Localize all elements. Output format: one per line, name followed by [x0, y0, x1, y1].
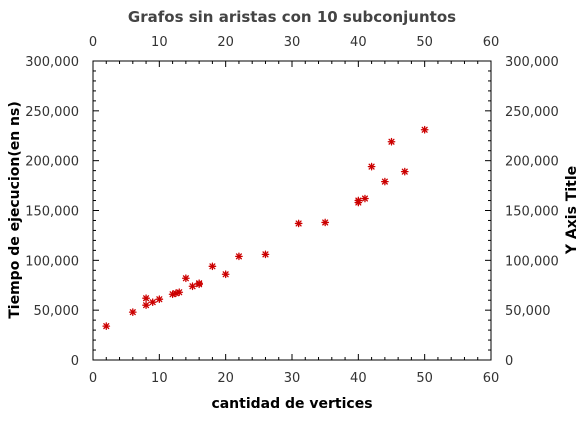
x-tick-label-top: 0 [89, 35, 97, 50]
y-tick-label-left: 50,000 [34, 304, 80, 319]
data-point [235, 252, 243, 261]
data-points [102, 125, 429, 330]
data-point [142, 294, 150, 303]
x-tick-label-top: 20 [217, 35, 234, 50]
y-tick-label-right: 300,000 [505, 55, 559, 70]
data-point [188, 282, 197, 291]
data-point [361, 194, 369, 203]
y-tick-label-left: 250,000 [25, 105, 79, 120]
y-tick-label-left: 150,000 [25, 205, 79, 220]
data-point [102, 322, 111, 330]
y-tick-label-left: 0 [71, 354, 79, 369]
x-tick-label-bottom: 30 [284, 371, 301, 386]
x-tick-label-bottom: 60 [483, 371, 500, 386]
x-tick-label-bottom: 50 [416, 371, 433, 386]
y-tick-label-right: 50,000 [505, 304, 551, 319]
plot-area [92, 60, 492, 361]
data-point [155, 295, 164, 304]
y-tick-label-right: 250,000 [505, 105, 559, 120]
x-tick-label-top: 60 [483, 35, 500, 50]
data-point [321, 218, 330, 227]
data-point [128, 308, 137, 317]
data-point [420, 125, 429, 134]
data-point [142, 301, 150, 310]
data-point [400, 167, 409, 176]
y-tick-label-left: 300,000 [25, 55, 79, 70]
x-tick-label-top: 30 [284, 35, 301, 50]
y-tick-label-left: 200,000 [25, 155, 79, 170]
x-axis-label: cantidad de vertices [211, 396, 372, 412]
y-tick-label-right: 100,000 [505, 254, 559, 269]
axis-ticks [92, 60, 492, 361]
data-point [367, 162, 376, 171]
data-point [381, 177, 389, 186]
y-tick-label-right: 0 [505, 354, 513, 369]
x-tick-label-bottom: 20 [217, 371, 234, 386]
x-tick-label-bottom: 0 [89, 371, 97, 386]
x-tick-label-top: 10 [151, 35, 168, 50]
data-point [221, 270, 230, 279]
data-point [294, 219, 303, 228]
data-point [261, 250, 270, 259]
x-tick-label-bottom: 10 [151, 371, 168, 386]
data-point [354, 196, 363, 205]
data-point [208, 262, 217, 271]
y-tick-label-left: 100,000 [25, 254, 79, 269]
y-axis-label: Tiempo de ejecucion(en ns) [7, 101, 23, 319]
data-point [195, 279, 203, 288]
y-tick-label-right: 150,000 [505, 205, 559, 220]
x-tick-label-top: 50 [416, 35, 433, 50]
data-point [387, 137, 396, 146]
y-tick-label-right: 200,000 [505, 155, 559, 170]
chart-title: Grafos sin aristas con 10 subconjuntos [128, 8, 456, 26]
data-point [148, 298, 157, 307]
y2-axis-label: Y Axis Title [564, 166, 580, 255]
data-point [182, 274, 190, 283]
x-tick-label-top: 40 [350, 35, 367, 50]
x-tick-label-bottom: 40 [350, 371, 367, 386]
data-point [175, 288, 184, 297]
